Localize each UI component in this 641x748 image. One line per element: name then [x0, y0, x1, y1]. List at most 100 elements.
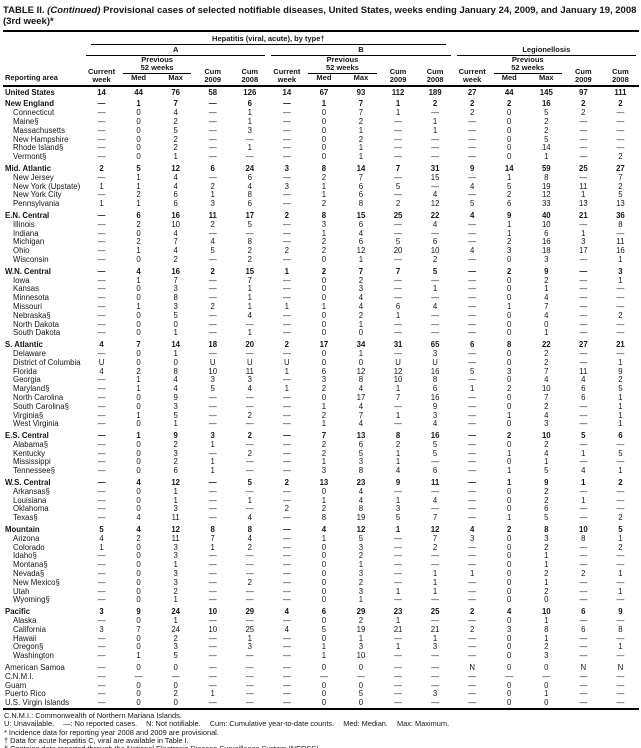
row-label: Indiana — [13, 228, 39, 238]
cell-value: — — [245, 698, 254, 708]
cell-value: 20 — [245, 340, 255, 350]
cell-value: — — [282, 348, 291, 358]
cell-value: — — [282, 698, 291, 708]
cell-value: 4 — [173, 108, 178, 118]
col-header-l-cum-2009: Cum 2009 — [564, 56, 602, 87]
cell-value: 8 — [358, 199, 364, 209]
cell-value: 6 — [432, 237, 438, 247]
table-row: Massachusetts — 0 5 — 3 — 0 1 — 1 — 0 2 — — — [3, 125, 639, 136]
row-label: Wyoming§ — [13, 595, 50, 605]
cell-value: 0 — [321, 560, 327, 570]
cell-value: 5 — [358, 448, 364, 458]
cell-value: 1 — [432, 117, 438, 126]
cell-value: 8 — [247, 190, 252, 200]
previous-52-underline: Previous 52 weeks — [493, 55, 562, 75]
cell-value: — — [468, 560, 477, 570]
cell-value: 5 — [395, 181, 401, 191]
cell-value: 16 — [430, 431, 440, 441]
row-label: Texas§ — [13, 513, 38, 523]
cell-value: 6 — [432, 384, 438, 394]
table-title: TABLE II. (Continued) Provisional cases … — [3, 3, 639, 30]
cell-value: — — [134, 671, 143, 681]
cell-value: 1 — [395, 99, 401, 109]
cell-value: — — [579, 293, 588, 303]
cell-value: — — [208, 448, 217, 458]
cell-value: — — [97, 210, 106, 220]
cell-value: 23 — [393, 607, 403, 617]
notifiable-diseases-table: Hepatitis (viral, acute), by type† A B L… — [3, 32, 639, 708]
table-row: Wisconsin — 0 2 — 2 — 0 1 — 2 — 0 3 — 1 — [3, 254, 639, 265]
footnote-segment: N: Not notifiable. — [146, 719, 201, 729]
cell-value: 16 — [541, 99, 551, 109]
cell-value: 8 — [358, 466, 364, 476]
cell-value: — — [208, 410, 217, 420]
cell-value: 4 — [358, 401, 364, 411]
cell-value: 10 — [356, 651, 366, 661]
cell-value: 0 — [321, 689, 327, 699]
cell-value: — — [97, 125, 106, 135]
cell-value: 2 — [321, 410, 327, 420]
cell-value: 6 — [358, 219, 364, 229]
row-label: Washington — [13, 651, 54, 661]
cell-value: — — [394, 680, 402, 690]
cell-value: 9 — [136, 607, 141, 617]
cell-value: 2 — [618, 375, 623, 385]
col-header-l-previous-52: Previous 52 weeks — [491, 55, 565, 75]
cell-value: — — [394, 689, 402, 699]
cell-value: — — [208, 293, 217, 303]
cell-value: — — [468, 495, 477, 505]
cell-value: — — [208, 125, 217, 135]
table-row: Hawaii — 0 2 — 1 — 0 1 — 1 — 0 1 — — — [3, 634, 639, 644]
cell-value: 4 — [173, 246, 178, 256]
cell-value: 1 — [173, 495, 178, 505]
cell-value: — — [282, 410, 291, 420]
row-label: United States — [5, 87, 55, 97]
cell-value: 10 — [430, 246, 440, 256]
cell-value: 1 — [210, 542, 215, 552]
col-header-legionellosis: Legionellosis — [454, 45, 639, 56]
cell-value: 24 — [245, 163, 255, 173]
cell-value: 0 — [507, 284, 512, 294]
cell-value: 5 — [173, 651, 178, 661]
cell-value: 0 — [136, 542, 141, 552]
table-row: New Hampshire — 0 2 — — — 0 2 — — — 0 5 — — — [3, 134, 639, 145]
cell-value: 5 — [247, 478, 252, 488]
col-header-b-max: Max — [342, 74, 380, 87]
cell-value: 59 — [541, 163, 551, 173]
cell-value: 5 — [544, 134, 549, 144]
cell-value: — — [282, 595, 291, 605]
cell-value: 1 — [173, 419, 178, 429]
cell-value: — — [97, 448, 106, 458]
cell-value: 1 — [618, 410, 623, 420]
cell-value: 4 — [173, 375, 178, 385]
cell-value: 9 — [544, 478, 549, 488]
cell-value: — — [245, 595, 254, 605]
cell-value: — — [579, 439, 588, 449]
cell-value: 5 — [432, 448, 438, 458]
row-label: Louisiana — [13, 495, 47, 505]
row-label: Maryland§ — [13, 384, 50, 394]
table-row: U.S. Virgin Islands — 0 0 — — — 0 0 — — — 0 0 — — — [3, 698, 639, 708]
table-row: United States 14 44 76 58 126 14 67 93 112 189 27 44… — [3, 87, 639, 98]
cell-value: 5 — [544, 513, 549, 523]
cell-value: — — [97, 410, 106, 420]
cell-value: 1 — [284, 266, 290, 276]
cell-value: 2 — [618, 181, 623, 191]
cell-value: — — [282, 275, 291, 285]
cell-value: — — [282, 486, 291, 496]
cell-value: 1 — [358, 152, 364, 162]
cell-value: — — [208, 560, 217, 570]
cell-value: 0 — [136, 495, 141, 505]
hepatitis-underline: Hepatitis (viral, acute), by type† — [91, 34, 446, 45]
cell-value: 4 — [469, 181, 475, 191]
cell-value: 2 — [618, 152, 623, 162]
cell-value: — — [431, 310, 439, 320]
cell-value: 0 — [321, 663, 327, 673]
cell-value: 1 — [507, 301, 512, 311]
row-label: Virginia§ — [13, 410, 44, 420]
cell-value: 2 — [247, 254, 252, 264]
table-row: Alabama§ — 0 2 1 — — 2 6 2 5 — 0 2 — — — [3, 439, 639, 450]
cell-value: 1 — [432, 569, 438, 579]
cell-value: — — [282, 125, 291, 135]
cell-value: 0 — [507, 328, 512, 338]
